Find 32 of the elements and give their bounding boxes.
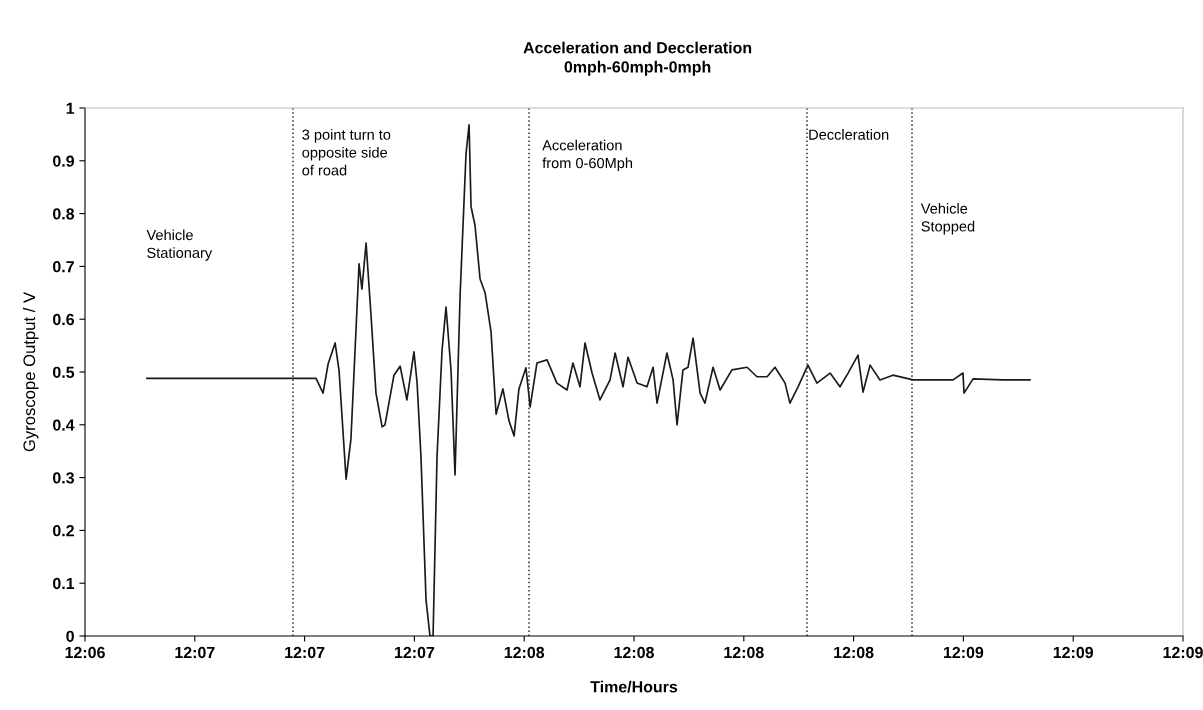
annotation: Vehicle Stationary [146, 229, 213, 261]
x-tick-label: 12:09 [943, 646, 984, 659]
y-tick-label: 0.3 [53, 472, 75, 484]
y-tick-label: 1 [66, 102, 75, 114]
chart-subtitle: 0mph-60mph-0mph [564, 60, 711, 76]
chart-title: Acceleration and Deccleration [523, 41, 752, 54]
y-tick-label: 0.2 [53, 525, 74, 537]
y-tick-label: 0.4 [53, 419, 75, 431]
x-tick-label: 12:07 [394, 646, 435, 659]
x-tick-label: 12:07 [175, 646, 215, 659]
x-axis-title: Time/Hours [590, 680, 678, 693]
x-tick-label: 12:07 [285, 646, 325, 659]
y-tick-label: 0.1 [53, 577, 75, 590]
x-tick-label: 12:08 [834, 646, 874, 659]
y-tick-label: 0 [66, 630, 74, 642]
x-tick-label: 12:06 [65, 646, 105, 659]
x-tick-label: 12:08 [614, 646, 654, 659]
x-tick-label: 12:08 [724, 646, 764, 659]
y-tick-label: 0.7 [53, 261, 74, 273]
x-tick-label: 12:08 [504, 646, 545, 659]
line-series [146, 124, 1031, 636]
x-tick-label: 12:09 [1053, 646, 1094, 659]
annotation: Acceleration from 0-60Mph [542, 139, 633, 172]
y-tick-label: 0.9 [53, 155, 74, 167]
y-tick-label: 0.8 [53, 208, 75, 220]
annotation: Deccleration [809, 129, 889, 140]
y-tick-label: 0.6 [53, 313, 75, 326]
annotation: 3 point turn to opposite side of road [302, 129, 391, 176]
annotation: Vehicle Stopped [920, 203, 975, 235]
x-tick-label: 12:09 [1163, 646, 1203, 659]
y-axis-title: Gyroscope Output / V [22, 291, 39, 452]
y-tick-label: 0.5 [53, 366, 75, 378]
